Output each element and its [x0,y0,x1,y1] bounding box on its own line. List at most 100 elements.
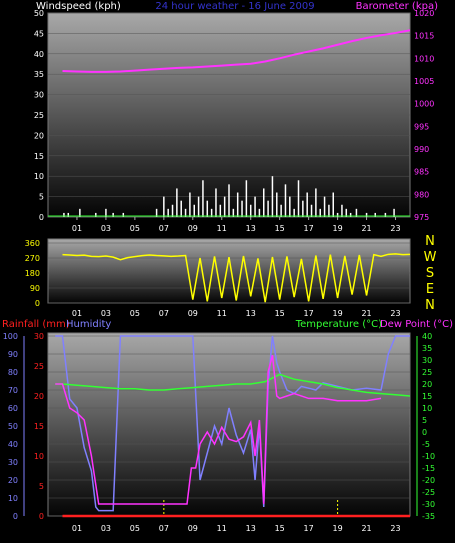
y-right-tick-label: 990 [414,145,429,154]
legend-temperature: Temperature (°C) [295,319,382,330]
temp-tick-label: 25 [422,368,432,377]
temp-tick-label: -10 [422,452,435,461]
rain-tick-label: 10 [34,452,44,461]
dew-point-c-line [55,355,382,505]
x-tick-label: 11 [217,309,227,318]
humidity-tick-label: 30 [8,458,18,467]
wind-direction-line [62,253,411,303]
y-left-tick-label: 5 [39,193,44,202]
humidity-tick-label: 20 [8,476,18,485]
humidity-tick-label: 50 [8,422,18,431]
temp-tick-label: 10 [422,404,432,413]
x-tick-label: 19 [333,524,343,533]
temperature-c-line [55,373,411,397]
rain-tick-label: 5 [39,482,44,491]
x-tick-label: 07 [159,309,169,318]
humidity-tick-label: 70 [8,386,18,395]
temp-tick-label: -5 [422,440,430,449]
chart-title: 24 hour weather - 16 June 2009 [155,1,314,12]
y-left-tick-label: 45 [34,29,44,38]
rain-tick-label: 0 [39,512,44,521]
y-tick-label: 270 [25,254,40,263]
x-tick-label: 23 [390,224,400,233]
left-axis-label: Windspeed (kph) [36,1,121,12]
y-tick-label: 90 [30,284,40,293]
temp-tick-label: -25 [422,488,435,497]
compass-label: E [426,282,434,297]
y-right-tick-label: 1010 [414,54,434,63]
x-tick-label: 01 [72,524,82,533]
temp-tick-label: 5 [422,416,427,425]
humidity-tick-label: 10 [8,494,18,503]
x-tick-label: 21 [361,309,371,318]
x-tick-label: 23 [390,309,400,318]
y-tick-label: 360 [25,239,40,248]
x-tick-label: 21 [361,224,371,233]
y-right-tick-label: 1015 [414,32,434,41]
y-tick-label: 180 [25,269,40,278]
x-tick-label: 11 [217,224,227,233]
x-tick-label: 17 [304,309,314,318]
x-tick-label: 17 [304,224,314,233]
legend-rainfall: Rainfall (mm) [2,319,70,330]
x-tick-label: 03 [101,524,111,533]
y-left-tick-label: 0 [39,213,44,222]
temp-tick-label: -35 [422,512,435,521]
y-right-tick-label: 1005 [414,77,434,86]
x-tick-label: 15 [275,309,285,318]
humidity-line [55,335,410,512]
compass-label: S [426,266,434,281]
y-left-tick-label: 40 [34,50,44,59]
temp-tick-label: -20 [422,476,435,485]
barometer-line [62,29,411,73]
compass-label: N [425,298,435,313]
compass-label: N [425,234,435,249]
x-tick-label: 03 [101,309,111,318]
temp-tick-label: 15 [422,392,432,401]
x-tick-label: 17 [304,524,314,533]
y-left-tick-label: 15 [34,152,44,161]
humidity-tick-label: 0 [13,512,18,521]
x-tick-label: 01 [72,224,82,233]
temp-tick-label: 40 [422,332,432,341]
y-left-tick-label: 20 [34,131,44,140]
y-tick-label: 0 [35,299,40,308]
y-left-tick-label: 35 [34,70,44,79]
wind-baro-chart: 24 hour weather - 16 June 2009 Windspeed… [34,1,438,233]
temp-tick-label: 20 [422,380,432,389]
y-left-tick-label: 50 [34,9,44,18]
y-right-tick-label: 985 [414,168,429,177]
x-tick-label: 13 [246,224,256,233]
x-tick-label: 09 [188,224,198,233]
x-tick-label: 03 [101,224,111,233]
x-tick-label: 09 [188,524,198,533]
humidity-tick-label: 60 [8,404,18,413]
legend-humidity: Humidity [66,319,111,330]
x-tick-label: 01 [72,309,82,318]
humidity-tick-label: 80 [8,368,18,377]
temp-humidity-chart: Rainfall (mm) Humidity Temperature (°C) … [2,319,453,533]
right-axis-label: Barometer (kpa) [356,1,438,12]
y-right-tick-label: 975 [414,213,429,222]
rain-tick-label: 15 [34,422,44,431]
humidity-tick-label: 100 [3,332,18,341]
x-tick-label: 05 [130,524,140,533]
y-right-tick-label: 1020 [414,9,434,18]
y-left-tick-label: 10 [34,172,44,181]
temp-tick-label: -30 [422,500,435,509]
x-tick-label: 05 [130,224,140,233]
x-tick-label: 11 [217,524,227,533]
rain-tick-label: 20 [34,392,44,401]
x-tick-label: 23 [390,524,400,533]
x-tick-label: 07 [159,224,169,233]
temp-tick-label: 35 [422,344,432,353]
temp-tick-label: 30 [422,356,432,365]
x-tick-label: 07 [159,524,169,533]
x-tick-label: 09 [188,309,198,318]
compass-label: W [424,250,437,265]
y-right-tick-label: 1000 [414,100,434,109]
x-tick-label: 19 [333,224,343,233]
x-tick-label: 13 [246,309,256,318]
y-left-tick-label: 25 [34,111,44,120]
